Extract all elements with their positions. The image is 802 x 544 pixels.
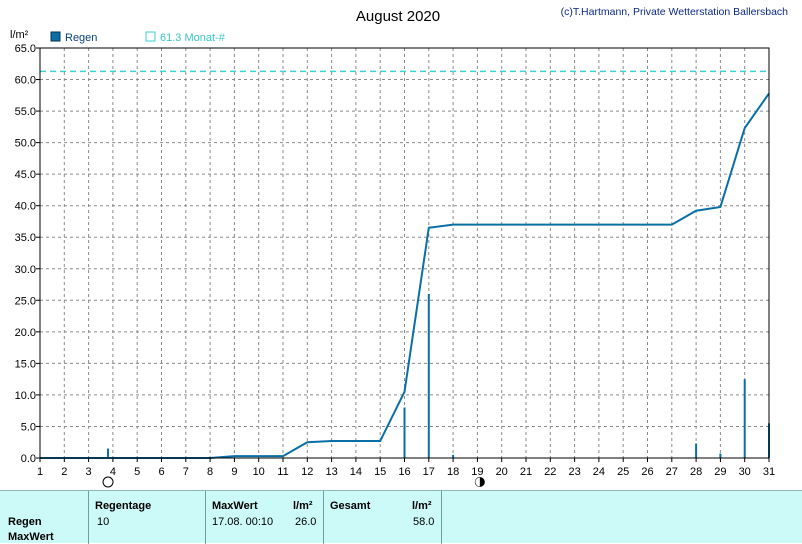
- chart-credit: (c)T.Hartmann, Private Wetterstation Bal…: [561, 6, 789, 18]
- new-moon-crescent: [475, 477, 480, 487]
- x-axis-ticks: 1 2 3 4 5 6 7 8 9 10 11 12 13 14 15 16 17 18 19 20 21 22 23 24 2…: [37, 458, 775, 478]
- legend-monat-swatch: [145, 31, 156, 42]
- x-tick-label: 14: [350, 466, 362, 478]
- x-tick-label: 4: [110, 466, 116, 478]
- x-tick-label: 23: [568, 466, 580, 478]
- y-tick-label: 45.0: [15, 169, 36, 181]
- gesamt-unit: l/m²: [412, 500, 432, 512]
- x-tick-label: 13: [325, 466, 337, 478]
- x-tick-label: 11: [277, 466, 288, 478]
- legend-monat-label: 61.3 Monat-#: [160, 32, 226, 44]
- gesamt-header: Gesamt: [330, 500, 371, 512]
- y-axis-label: l/m²: [10, 29, 29, 41]
- rain-bar: [107, 448, 110, 458]
- x-tick-label: 22: [544, 466, 556, 478]
- rain-bar: [403, 407, 406, 458]
- summary-table: Regen MaxWert Regentage 10 MaxWert l/m² …: [0, 490, 802, 544]
- y-tick-label: 10.0: [15, 390, 36, 402]
- maxwert-header: MaxWert: [212, 500, 258, 512]
- y-tick-label: 35.0: [15, 232, 36, 244]
- x-tick-label: 31: [763, 466, 775, 478]
- maxwert-time: 17.08. 00:10: [212, 516, 274, 528]
- y-tick-label: 50.0: [15, 138, 36, 150]
- regentage-value: 10: [97, 516, 110, 528]
- rain-bar: [743, 379, 746, 458]
- rain-bar: [695, 443, 698, 458]
- x-tick-label: 1: [37, 466, 43, 478]
- maxwert-value: 26.0: [295, 516, 317, 528]
- x-tick-label: 5: [134, 466, 140, 478]
- x-tick-label: 27: [666, 466, 678, 478]
- x-tick-label: 17: [423, 466, 435, 478]
- legend-regen-swatch: [50, 31, 61, 42]
- rain-chart: August 2020 (c)T.Hartmann, Private Wette…: [10, 6, 789, 488]
- x-tick-label: 25: [617, 466, 629, 478]
- cumulative-rain-line: [40, 92, 770, 459]
- rain-bar: [719, 453, 722, 458]
- x-tick-label: 2: [61, 466, 67, 478]
- grid: [39, 47, 770, 459]
- x-tick-label: 30: [739, 466, 751, 478]
- row-label-maxwert: MaxWert: [8, 531, 54, 543]
- x-tick-label: 8: [207, 466, 213, 478]
- x-tick-label: 24: [593, 466, 605, 478]
- x-tick-label: 6: [158, 466, 164, 478]
- x-tick-label: 16: [398, 466, 410, 478]
- y-tick-label: 30.0: [15, 264, 36, 276]
- x-tick-label: 15: [374, 466, 386, 478]
- y-tick-label: 25.0: [15, 295, 36, 307]
- x-tick-label: 28: [690, 466, 702, 478]
- x-tick-label: 3: [86, 466, 92, 478]
- gesamt-column: Gesamt l/m² 58.0: [324, 491, 442, 544]
- legend: Regen 61.3 Monat-#: [50, 31, 226, 44]
- x-tick-label: 29: [714, 466, 726, 478]
- daily-rain-bars: [107, 294, 770, 458]
- x-tick-label: 9: [231, 466, 237, 478]
- y-axis-ticks: 0.0 5.0 10.0 15.0 20.0 25.0 30.0 35.0 40.0 45.0 50…: [15, 43, 40, 465]
- maxwert-unit: l/m²: [293, 500, 313, 512]
- y-tick-label: 15.0: [15, 358, 36, 370]
- legend-regen-label: Regen: [65, 32, 97, 44]
- x-tick-label: 26: [641, 466, 653, 478]
- gesamt-value: 58.0: [413, 516, 435, 528]
- maxwert-column: MaxWert l/m² 17.08. 00:10 26.0: [206, 491, 324, 544]
- y-tick-label: 65.0: [15, 43, 36, 55]
- regentage-column: Regentage 10: [89, 491, 206, 544]
- y-tick-label: 20.0: [15, 327, 36, 339]
- y-tick-label: 40.0: [15, 201, 36, 213]
- x-tick-label: 7: [183, 466, 189, 478]
- x-tick-label: 10: [253, 466, 265, 478]
- x-tick-label: 18: [447, 466, 459, 478]
- regentage-header: Regentage: [95, 500, 152, 512]
- x-tick-label: 20: [496, 466, 508, 478]
- rain-bar: [452, 454, 455, 458]
- chart-title: August 2020: [356, 8, 440, 25]
- moon-phases: [102, 476, 485, 488]
- y-tick-label: 60.0: [15, 75, 36, 87]
- x-tick-label: 19: [471, 466, 483, 478]
- y-tick-label: 5.0: [21, 421, 36, 433]
- y-tick-label: 55.0: [15, 106, 36, 118]
- y-tick-label: 0.0: [21, 453, 36, 465]
- full-moon-icon: [102, 476, 114, 488]
- x-tick-label: 12: [301, 466, 313, 478]
- x-tick-label: 21: [520, 466, 532, 478]
- rain-bar: [427, 294, 430, 458]
- summary-labels-column: Regen MaxWert: [0, 491, 89, 544]
- row-label-regen: Regen: [8, 516, 42, 528]
